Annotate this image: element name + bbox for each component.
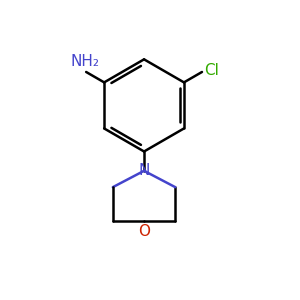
- Text: N: N: [138, 163, 150, 178]
- Text: O: O: [138, 224, 150, 239]
- Text: NH₂: NH₂: [70, 54, 99, 69]
- Text: Cl: Cl: [204, 63, 219, 78]
